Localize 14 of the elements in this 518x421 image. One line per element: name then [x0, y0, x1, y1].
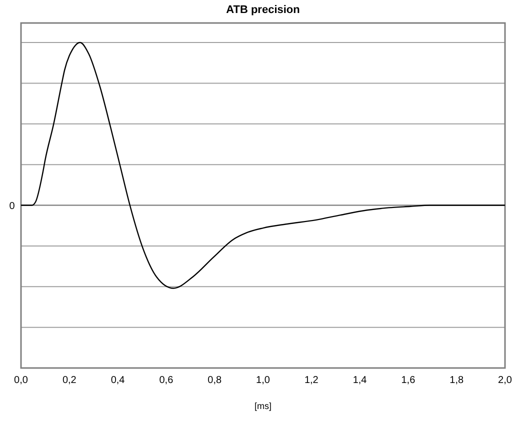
x-tick-label: 0,4: [110, 375, 126, 386]
x-axis-title: [ms]: [254, 401, 272, 411]
x-tick-label: 1,2: [304, 375, 319, 386]
x-tick-label: 2,0: [498, 375, 512, 386]
x-tick-label: 1,8: [450, 375, 464, 386]
chart-title: ATB precision: [226, 4, 300, 16]
x-tick-label: 0,0: [14, 375, 28, 386]
x-tick-label: 1,6: [401, 375, 416, 386]
x-tick-label: 0,6: [159, 375, 174, 386]
x-tick-label: 1,0: [256, 375, 270, 386]
ref-line-label: 0: [9, 200, 16, 212]
x-tick-label: 0,2: [62, 375, 77, 386]
x-tick-label: 1,4: [352, 375, 368, 386]
x-tick-label: 0,8: [208, 375, 222, 386]
